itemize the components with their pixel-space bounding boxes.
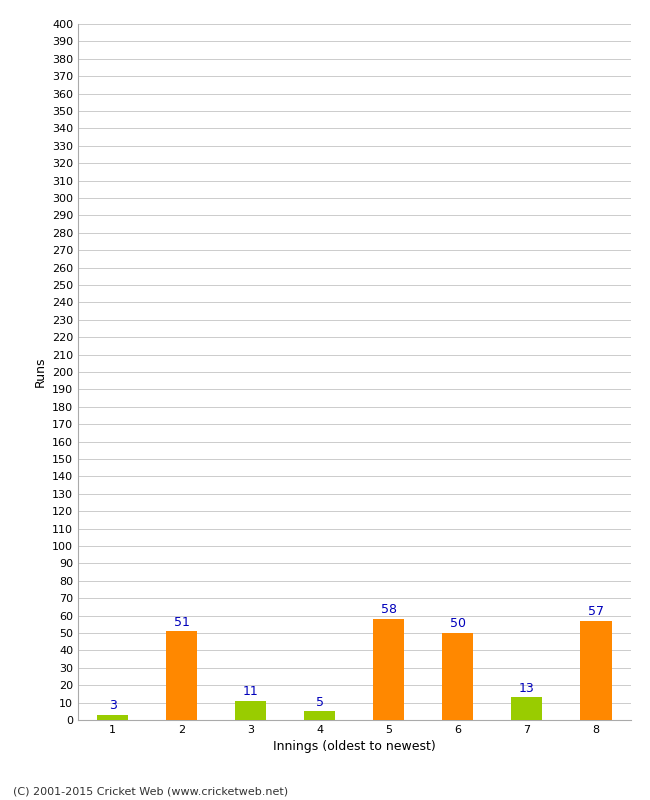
Text: 58: 58 [381, 603, 396, 617]
Text: 57: 57 [588, 606, 604, 618]
Text: 50: 50 [450, 618, 466, 630]
Bar [235, 701, 266, 720]
Bar [512, 698, 543, 720]
Y-axis label: Runs: Runs [33, 357, 46, 387]
Bar [97, 714, 128, 720]
Bar [166, 631, 197, 720]
Bar [580, 621, 612, 720]
Bar [442, 633, 473, 720]
X-axis label: Innings (oldest to newest): Innings (oldest to newest) [273, 741, 436, 754]
Bar [373, 619, 404, 720]
Text: (C) 2001-2015 Cricket Web (www.cricketweb.net): (C) 2001-2015 Cricket Web (www.cricketwe… [13, 786, 288, 796]
Text: 3: 3 [109, 699, 116, 712]
Text: 51: 51 [174, 616, 190, 629]
Text: 11: 11 [243, 686, 259, 698]
Text: 5: 5 [316, 696, 324, 709]
Text: 13: 13 [519, 682, 535, 694]
Bar [304, 711, 335, 720]
